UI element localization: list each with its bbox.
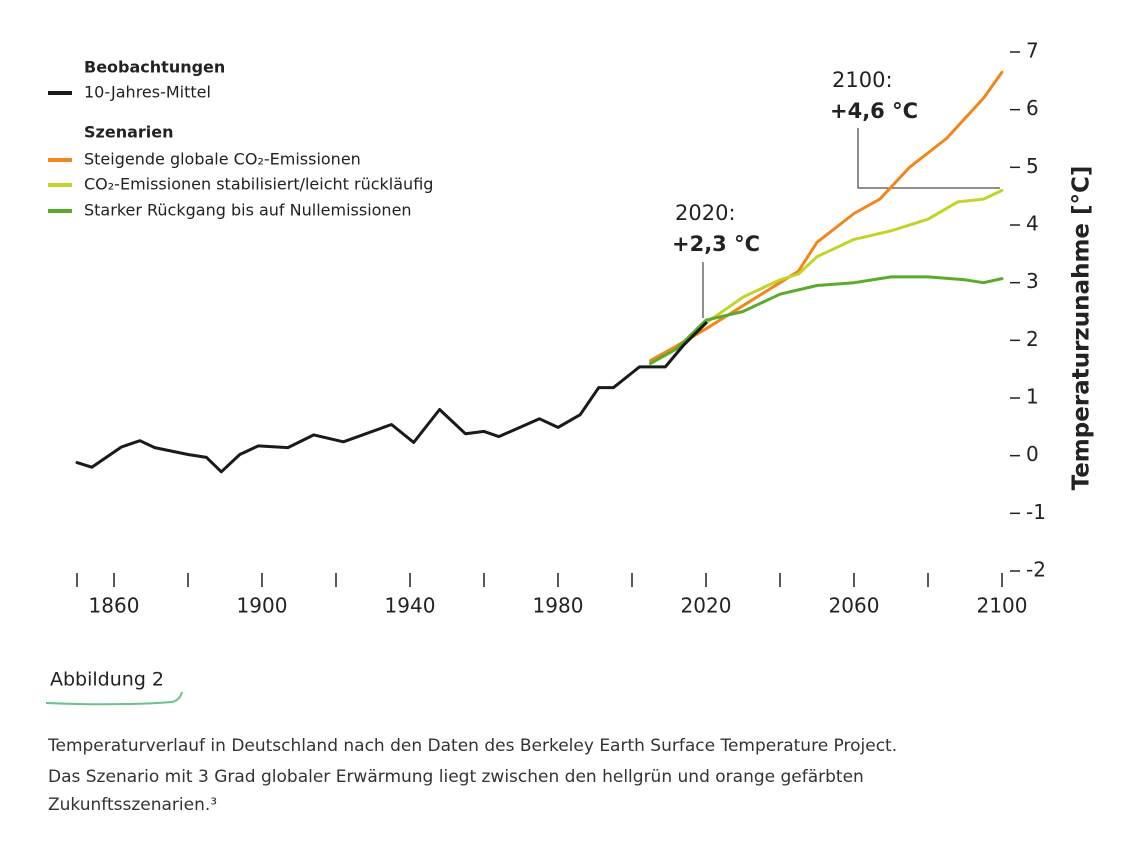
y-tick-label: 4: [1026, 212, 1039, 236]
x-tick-label: 2060: [829, 594, 880, 618]
x-tick-label: 2020: [681, 594, 732, 618]
caption-line: Zukunftsszenarien.³: [48, 795, 217, 815]
series-line: [649, 70, 1004, 362]
y-tick-label: 6: [1026, 96, 1039, 120]
annotation-label: 2020:: [675, 201, 736, 225]
series-line: [75, 321, 708, 474]
x-tick-label: 1980: [533, 594, 584, 618]
caption-line: Temperaturverlauf in Deutschland nach de…: [47, 736, 897, 756]
x-tick-label: 1860: [89, 594, 140, 618]
y-tick-label: 2: [1026, 327, 1039, 351]
y-tick-label: 7: [1026, 39, 1039, 63]
x-tick-label: 1900: [237, 594, 288, 618]
x-tick-label: 2100: [977, 594, 1028, 618]
legend-label: Starker Rückgang bis auf Nullemissionen: [84, 201, 412, 220]
y-axis-label: Temperaturzunahme [°C]: [1069, 166, 1095, 491]
y-tick-label: 0: [1026, 442, 1039, 466]
y-tick-label: -2: [1026, 558, 1046, 582]
legend-label: CO₂-Emissionen stabilisiert/leicht rückl…: [84, 175, 433, 194]
annotation-value: +4,6 °C: [830, 99, 918, 123]
label-underline: [45, 691, 183, 706]
y-tick-label: 5: [1026, 154, 1039, 178]
y-tick-label: 3: [1026, 269, 1039, 293]
annotation-value: +2,3 °C: [672, 232, 760, 256]
y-tick-label: -1: [1026, 500, 1046, 524]
series-line: [649, 275, 1004, 365]
annotation-label: 2100:: [832, 68, 893, 92]
figure-label: Abbildung 2: [50, 669, 164, 691]
legend-label: 10-Jahres-Mittel: [84, 83, 211, 102]
x-tick-label: 1940: [385, 594, 436, 618]
legend-heading: Beobachtungen: [84, 58, 225, 77]
annotation-leader: [857, 128, 1000, 189]
caption-line: Das Szenario mit 3 Grad globaler Erwärmu…: [48, 767, 864, 787]
legend-heading: Szenarien: [84, 123, 174, 142]
legend-label: Steigende globale CO₂-Emissionen: [84, 150, 361, 169]
y-tick-label: 1: [1026, 385, 1039, 409]
